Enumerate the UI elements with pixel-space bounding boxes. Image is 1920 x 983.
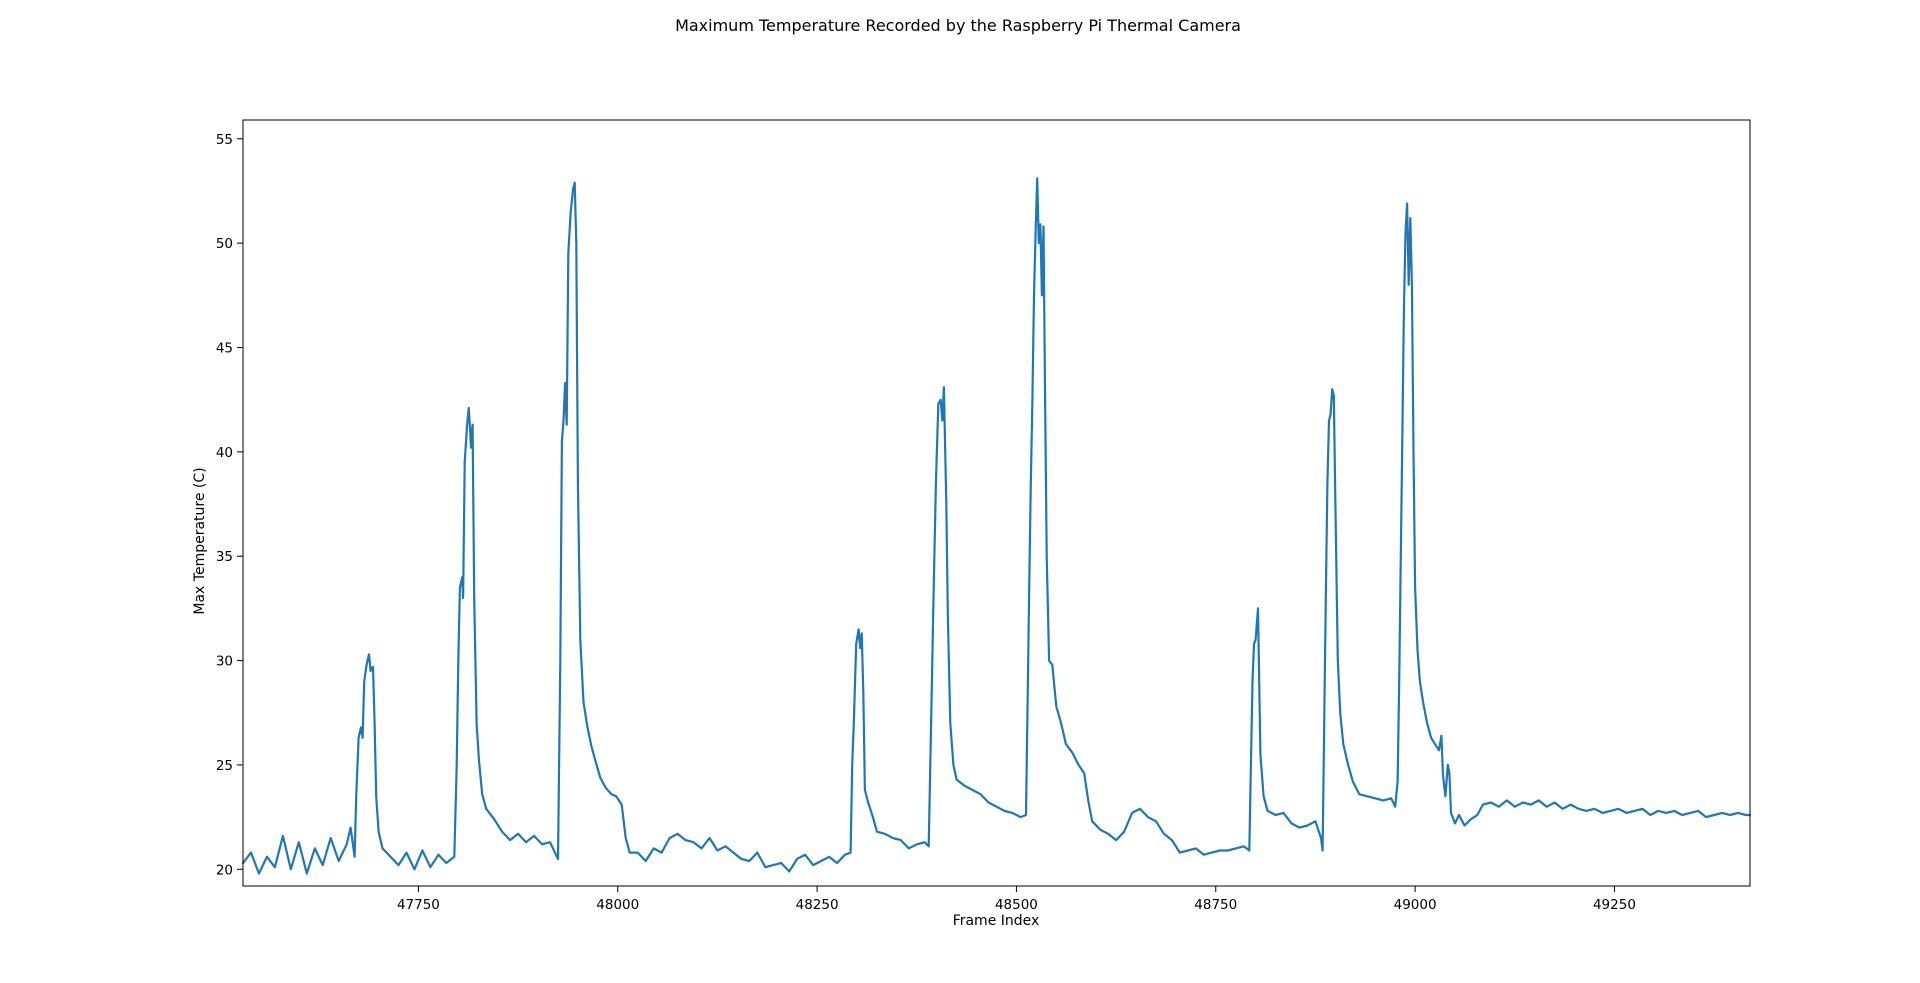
y-tick-label: 50 [216,236,233,252]
x-tick-label: 49000 [1394,897,1437,913]
series-line [241,177,1752,875]
x-tick-label: 49250 [1593,897,1636,913]
y-axis-label: Max Temperature (C) [192,467,208,614]
chart-title: Maximum Temperature Recorded by the Rasp… [675,16,1241,35]
x-axis: 47750 48000 48250 48500 48750 49000 49250 [397,886,1636,913]
y-tick-label: 30 [216,654,233,670]
y-tick-label: 55 [216,132,233,148]
y-tick-label: 35 [216,549,233,565]
x-tick-label: 48000 [596,897,639,913]
plot-area [241,119,1752,887]
x-tick-label: 47750 [397,897,440,913]
plot-frame [242,119,1751,887]
x-axis-label: Frame Index [953,913,1040,929]
x-tick-label: 48750 [1194,897,1237,913]
y-tick-label: 20 [216,862,233,878]
x-tick-label: 48250 [796,897,839,913]
x-tick-label: 48500 [995,897,1038,913]
y-tick-label: 40 [216,445,233,461]
y-axis: 20 25 30 35 40 45 50 55 [216,132,243,878]
y-tick-label: 25 [216,758,233,774]
y-tick-label: 45 [216,341,233,357]
